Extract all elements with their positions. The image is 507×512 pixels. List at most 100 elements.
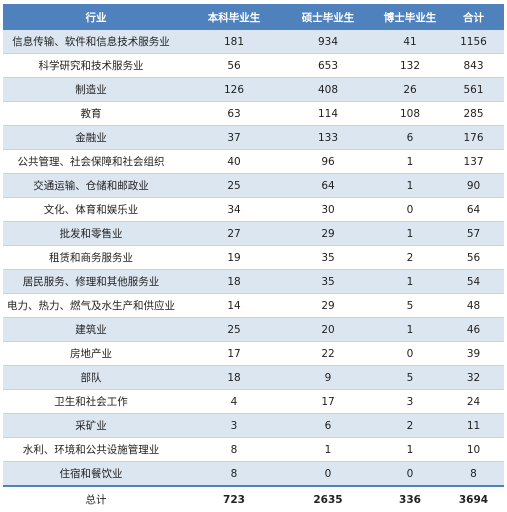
header-row: 行业 本科毕业生 硕士毕业生 博士毕业生 合计 — [3, 4, 504, 30]
bachelor-cell: 8 — [189, 461, 279, 487]
total-cell: 32 — [443, 365, 504, 390]
table-row: 采矿业 3 6 2 11 — [3, 413, 504, 438]
bachelor-cell: 27 — [189, 221, 279, 246]
table-row: 部队 18 9 5 32 — [3, 365, 504, 390]
industry-cell: 居民服务、修理和其他服务业 — [3, 269, 189, 294]
table-row: 金融业 37 133 6 176 — [3, 125, 504, 150]
table-row: 住宿和餐饮业 8 0 0 8 — [3, 461, 504, 487]
industry-cell: 住宿和餐饮业 — [3, 461, 189, 487]
table-row: 水利、环境和公共设施管理业 8 1 1 10 — [3, 437, 504, 462]
total-cell: 48 — [443, 293, 504, 318]
table-header: 行业 本科毕业生 硕士毕业生 博士毕业生 合计 — [3, 4, 504, 30]
bachelor-cell: 37 — [189, 125, 279, 150]
bachelor-cell: 40 — [189, 149, 279, 174]
bachelor-cell: 181 — [189, 30, 279, 54]
industry-cell: 公共管理、社会保障和社会组织 — [3, 149, 189, 174]
bachelor-cell: 18 — [189, 269, 279, 294]
table-row: 居民服务、修理和其他服务业 18 35 1 54 — [3, 269, 504, 294]
total-cell: 137 — [443, 149, 504, 174]
total-cell: 1156 — [443, 30, 504, 54]
total-cell: 90 — [443, 173, 504, 198]
industry-cell: 教育 — [3, 101, 189, 126]
header-doctor: 博士毕业生 — [377, 4, 443, 30]
industry-cell: 信息传输、软件和信息技术服务业 — [3, 30, 189, 54]
doctor-cell: 6 — [377, 125, 443, 150]
doctor-cell: 2 — [377, 245, 443, 270]
master-cell: 9 — [279, 365, 377, 390]
header-total: 合计 — [443, 4, 504, 30]
master-cell: 133 — [279, 125, 377, 150]
bachelor-cell: 17 — [189, 341, 279, 366]
total-cell: 285 — [443, 101, 504, 126]
industry-cell: 金融业 — [3, 125, 189, 150]
table-footer: 总计 723 2635 336 3694 — [3, 485, 504, 512]
master-cell: 20 — [279, 317, 377, 342]
total-cell: 56 — [443, 245, 504, 270]
total-cell: 561 — [443, 77, 504, 102]
total-cell: 64 — [443, 197, 504, 222]
table-row: 文化、体育和娱乐业 34 30 0 64 — [3, 197, 504, 222]
total-cell: 46 — [443, 317, 504, 342]
table-body: 信息传输、软件和信息技术服务业 181 934 41 1156 科学研究和技术服务业 56 6… — [3, 30, 504, 487]
bachelor-cell: 4 — [189, 389, 279, 414]
doctor-cell: 132 — [377, 53, 443, 78]
doctor-cell: 5 — [377, 293, 443, 318]
doctor-cell: 0 — [377, 461, 443, 487]
industry-cell: 部队 — [3, 365, 189, 390]
total-cell: 11 — [443, 413, 504, 438]
industry-cell: 建筑业 — [3, 317, 189, 342]
industry-cell: 科学研究和技术服务业 — [3, 53, 189, 78]
master-cell: 96 — [279, 149, 377, 174]
total-sum: 3694 — [443, 485, 504, 512]
total-master: 2635 — [279, 485, 377, 512]
total-row: 总计 723 2635 336 3694 — [3, 485, 504, 512]
bachelor-cell: 14 — [189, 293, 279, 318]
doctor-cell: 5 — [377, 365, 443, 390]
total-cell: 54 — [443, 269, 504, 294]
table-row: 科学研究和技术服务业 56 653 132 843 — [3, 53, 504, 78]
doctor-cell: 1 — [377, 269, 443, 294]
master-cell: 29 — [279, 293, 377, 318]
bachelor-cell: 63 — [189, 101, 279, 126]
total-cell: 843 — [443, 53, 504, 78]
total-cell: 57 — [443, 221, 504, 246]
industry-cell: 批发和零售业 — [3, 221, 189, 246]
bachelor-cell: 126 — [189, 77, 279, 102]
bachelor-cell: 25 — [189, 317, 279, 342]
doctor-cell: 0 — [377, 341, 443, 366]
master-cell: 29 — [279, 221, 377, 246]
industry-cell: 租赁和商务服务业 — [3, 245, 189, 270]
bachelor-cell: 3 — [189, 413, 279, 438]
master-cell: 934 — [279, 30, 377, 54]
doctor-cell: 2 — [377, 413, 443, 438]
master-cell: 17 — [279, 389, 377, 414]
bachelor-cell: 19 — [189, 245, 279, 270]
bachelor-cell: 25 — [189, 173, 279, 198]
total-doctor: 336 — [377, 485, 443, 512]
master-cell: 653 — [279, 53, 377, 78]
industry-cell: 采矿业 — [3, 413, 189, 438]
total-cell: 10 — [443, 437, 504, 462]
table-row: 信息传输、软件和信息技术服务业 181 934 41 1156 — [3, 30, 504, 54]
master-cell: 22 — [279, 341, 377, 366]
table-row: 批发和零售业 27 29 1 57 — [3, 221, 504, 246]
industry-cell: 电力、热力、燃气及水生产和供应业 — [3, 293, 189, 318]
employment-by-industry-table: 行业 本科毕业生 硕士毕业生 博士毕业生 合计 信息传输、软件和信息技术服务业 1… — [3, 4, 504, 512]
industry-cell: 水利、环境和公共设施管理业 — [3, 437, 189, 462]
bachelor-cell: 56 — [189, 53, 279, 78]
table-row: 公共管理、社会保障和社会组织 40 96 1 137 — [3, 149, 504, 174]
bachelor-cell: 34 — [189, 197, 279, 222]
total-cell: 39 — [443, 341, 504, 366]
master-cell: 6 — [279, 413, 377, 438]
master-cell: 35 — [279, 269, 377, 294]
table-row: 建筑业 25 20 1 46 — [3, 317, 504, 342]
table-row: 制造业 126 408 26 561 — [3, 77, 504, 102]
master-cell: 408 — [279, 77, 377, 102]
total-label: 总计 — [3, 485, 189, 512]
doctor-cell: 1 — [377, 317, 443, 342]
doctor-cell: 1 — [377, 173, 443, 198]
total-cell: 24 — [443, 389, 504, 414]
doctor-cell: 0 — [377, 197, 443, 222]
table-row: 房地产业 17 22 0 39 — [3, 341, 504, 366]
